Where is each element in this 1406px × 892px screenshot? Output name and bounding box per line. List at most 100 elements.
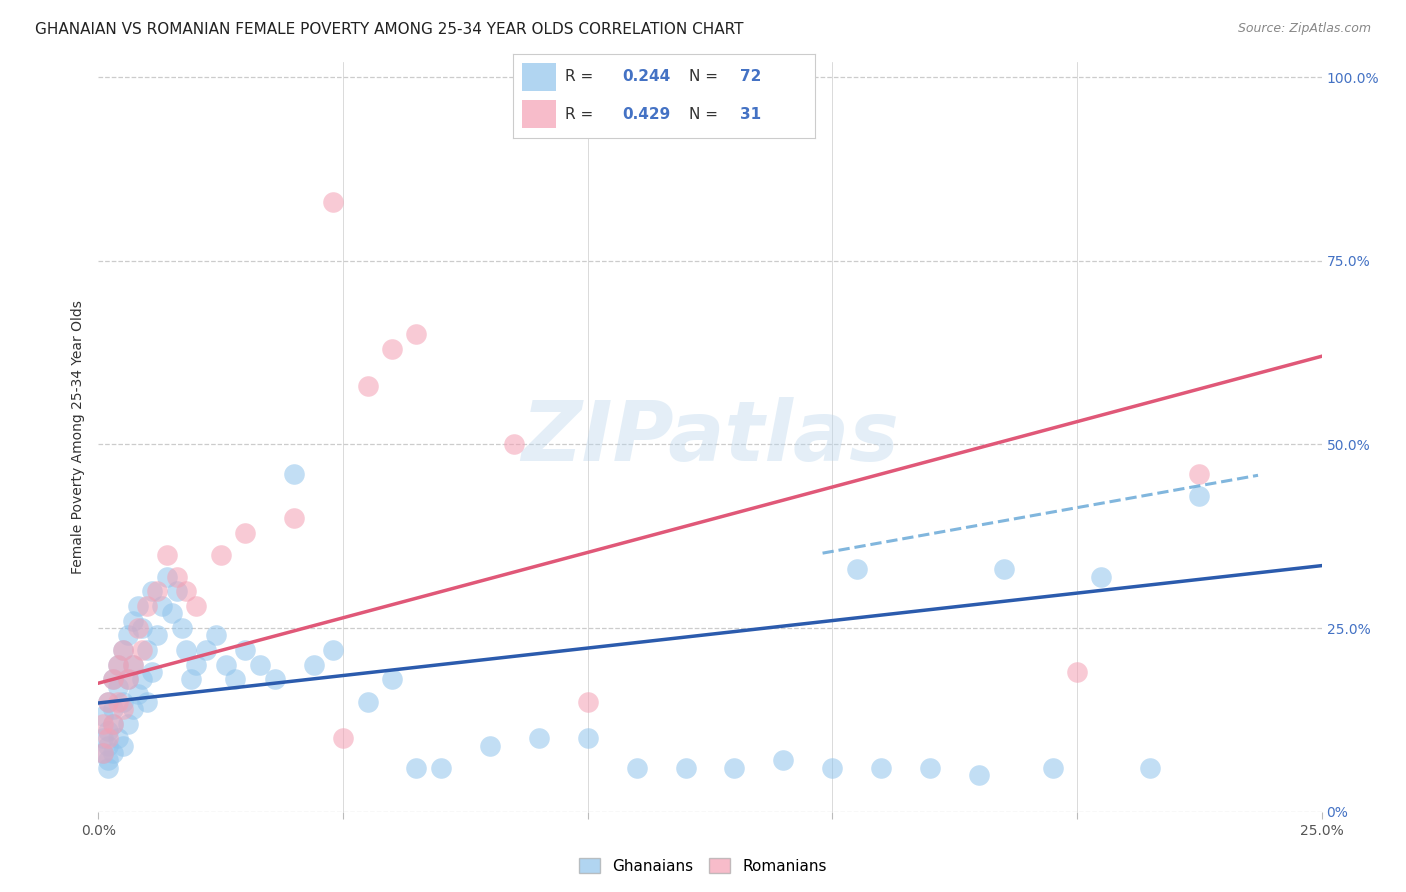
Point bbox=[117, 628, 139, 642]
Point bbox=[723, 761, 745, 775]
Point bbox=[101, 702, 124, 716]
Point bbox=[430, 761, 453, 775]
Point bbox=[283, 467, 305, 481]
Point bbox=[127, 621, 149, 635]
Text: N =: N = bbox=[689, 70, 723, 85]
Point bbox=[845, 562, 868, 576]
Legend: Ghanaians, Romanians: Ghanaians, Romanians bbox=[572, 852, 834, 880]
Text: Source: ZipAtlas.com: Source: ZipAtlas.com bbox=[1237, 22, 1371, 36]
Text: R =: R = bbox=[565, 70, 598, 85]
Point bbox=[322, 194, 344, 209]
Point bbox=[111, 702, 134, 716]
Point bbox=[870, 761, 893, 775]
Point bbox=[91, 746, 114, 760]
Point bbox=[156, 548, 179, 562]
Point bbox=[97, 739, 120, 753]
Point bbox=[101, 673, 124, 687]
Point bbox=[1090, 569, 1112, 583]
Point bbox=[127, 599, 149, 613]
Point bbox=[121, 614, 143, 628]
Point bbox=[131, 673, 153, 687]
Point bbox=[381, 342, 404, 356]
Point bbox=[332, 731, 354, 746]
Point bbox=[205, 628, 228, 642]
Point bbox=[121, 657, 143, 672]
Point bbox=[263, 673, 285, 687]
Point bbox=[405, 327, 427, 342]
Point bbox=[233, 525, 256, 540]
Point bbox=[101, 673, 124, 687]
Point bbox=[1188, 467, 1211, 481]
Point bbox=[91, 716, 114, 731]
Point bbox=[302, 657, 325, 672]
Text: GHANAIAN VS ROMANIAN FEMALE POVERTY AMONG 25-34 YEAR OLDS CORRELATION CHART: GHANAIAN VS ROMANIAN FEMALE POVERTY AMON… bbox=[35, 22, 744, 37]
FancyBboxPatch shape bbox=[522, 100, 555, 128]
Point bbox=[107, 657, 129, 672]
Point bbox=[967, 768, 990, 782]
Point bbox=[209, 548, 232, 562]
Point bbox=[97, 694, 120, 708]
Point bbox=[101, 746, 124, 760]
Point bbox=[176, 584, 198, 599]
Point bbox=[107, 694, 129, 708]
Point bbox=[322, 643, 344, 657]
Text: ZIPatlas: ZIPatlas bbox=[522, 397, 898, 477]
Point bbox=[117, 716, 139, 731]
Point bbox=[166, 569, 188, 583]
Point bbox=[176, 643, 198, 657]
Point bbox=[111, 643, 134, 657]
Point bbox=[576, 731, 599, 746]
Point bbox=[233, 643, 256, 657]
Point bbox=[111, 739, 134, 753]
Point bbox=[626, 761, 648, 775]
Point bbox=[111, 643, 134, 657]
Point bbox=[146, 628, 169, 642]
Point bbox=[405, 761, 427, 775]
Point bbox=[150, 599, 173, 613]
Point bbox=[97, 723, 120, 738]
Point bbox=[97, 753, 120, 767]
Point bbox=[920, 761, 942, 775]
Point bbox=[214, 657, 236, 672]
Point bbox=[503, 437, 526, 451]
Point bbox=[1066, 665, 1088, 680]
Point bbox=[97, 694, 120, 708]
Point bbox=[156, 569, 179, 583]
Point bbox=[91, 746, 114, 760]
Point bbox=[146, 584, 169, 599]
Text: 72: 72 bbox=[740, 70, 761, 85]
Point bbox=[141, 665, 163, 680]
Point bbox=[121, 657, 143, 672]
Point bbox=[186, 599, 208, 613]
Point bbox=[117, 673, 139, 687]
Point bbox=[121, 702, 143, 716]
Point bbox=[821, 761, 844, 775]
Point bbox=[186, 657, 208, 672]
Point bbox=[772, 753, 794, 767]
Point bbox=[993, 562, 1015, 576]
FancyBboxPatch shape bbox=[522, 62, 555, 91]
Point bbox=[1139, 761, 1161, 775]
Y-axis label: Female Poverty Among 25-34 Year Olds: Female Poverty Among 25-34 Year Olds bbox=[72, 300, 86, 574]
Point bbox=[111, 694, 134, 708]
Point bbox=[107, 657, 129, 672]
Point bbox=[160, 607, 183, 621]
Point bbox=[283, 511, 305, 525]
Point bbox=[180, 673, 202, 687]
Point bbox=[107, 680, 129, 694]
Text: 0.244: 0.244 bbox=[621, 70, 671, 85]
Point bbox=[249, 657, 271, 672]
Point bbox=[131, 621, 153, 635]
Text: N =: N = bbox=[689, 107, 723, 121]
Point bbox=[136, 694, 159, 708]
Point bbox=[127, 687, 149, 701]
Point bbox=[166, 584, 188, 599]
Point bbox=[91, 709, 114, 723]
Text: 0.429: 0.429 bbox=[621, 107, 671, 121]
Point bbox=[1188, 489, 1211, 503]
Point bbox=[527, 731, 550, 746]
Point bbox=[131, 643, 153, 657]
Text: R =: R = bbox=[565, 107, 598, 121]
Point bbox=[117, 673, 139, 687]
Point bbox=[478, 739, 501, 753]
